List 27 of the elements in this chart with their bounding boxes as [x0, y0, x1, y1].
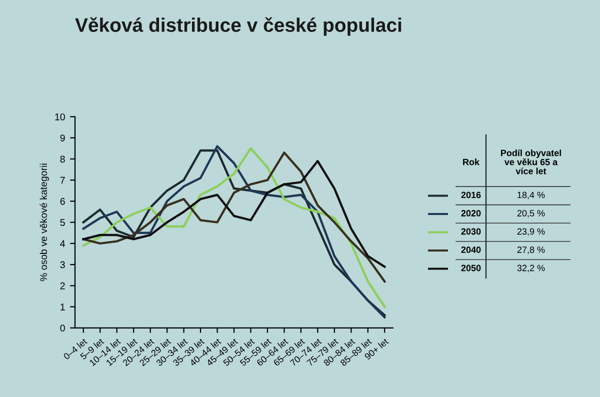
text: Podíl obyvatel ve věku 65 a více let — [501, 149, 561, 174]
y-tick-label: 0 — [60, 324, 65, 332]
y-tick-label: 3 — [60, 261, 65, 268]
y-tick-label: 4 — [60, 240, 65, 247]
text: 20,5 % — [517, 210, 545, 218]
text: 18,4 % — [518, 192, 545, 200]
y-tick-label: 5 — [60, 219, 65, 226]
y-tick-label: 2 — [60, 282, 65, 290]
text: 23,9 % — [517, 228, 545, 236]
legend-label: 2050 — [461, 264, 481, 272]
text: 32,2 % — [517, 264, 545, 272]
y-tick-label: 10 — [55, 113, 65, 120]
legend-label: 2040 — [461, 246, 481, 253]
y-tick-label: 6 — [60, 198, 65, 205]
y-tick-label: 9 — [60, 134, 65, 142]
legend-label: 2016 — [461, 192, 481, 198]
y-tick-label: 7 — [60, 176, 65, 184]
y-tick-label: 1 — [60, 304, 65, 310]
chart-title: Věková distribuce v české populaci — [75, 17, 402, 36]
line-series — [82, 160, 386, 268]
y-axis-title: % osob ve věkové kategorii — [40, 164, 49, 282]
legend-label: 2030 — [461, 228, 481, 235]
y-tick-label: 8 — [60, 156, 65, 163]
text: 27,8 % — [517, 246, 545, 254]
legend-label: 2020 — [461, 210, 481, 216]
legend-title: Rok — [463, 158, 480, 166]
line-series — [82, 152, 386, 283]
